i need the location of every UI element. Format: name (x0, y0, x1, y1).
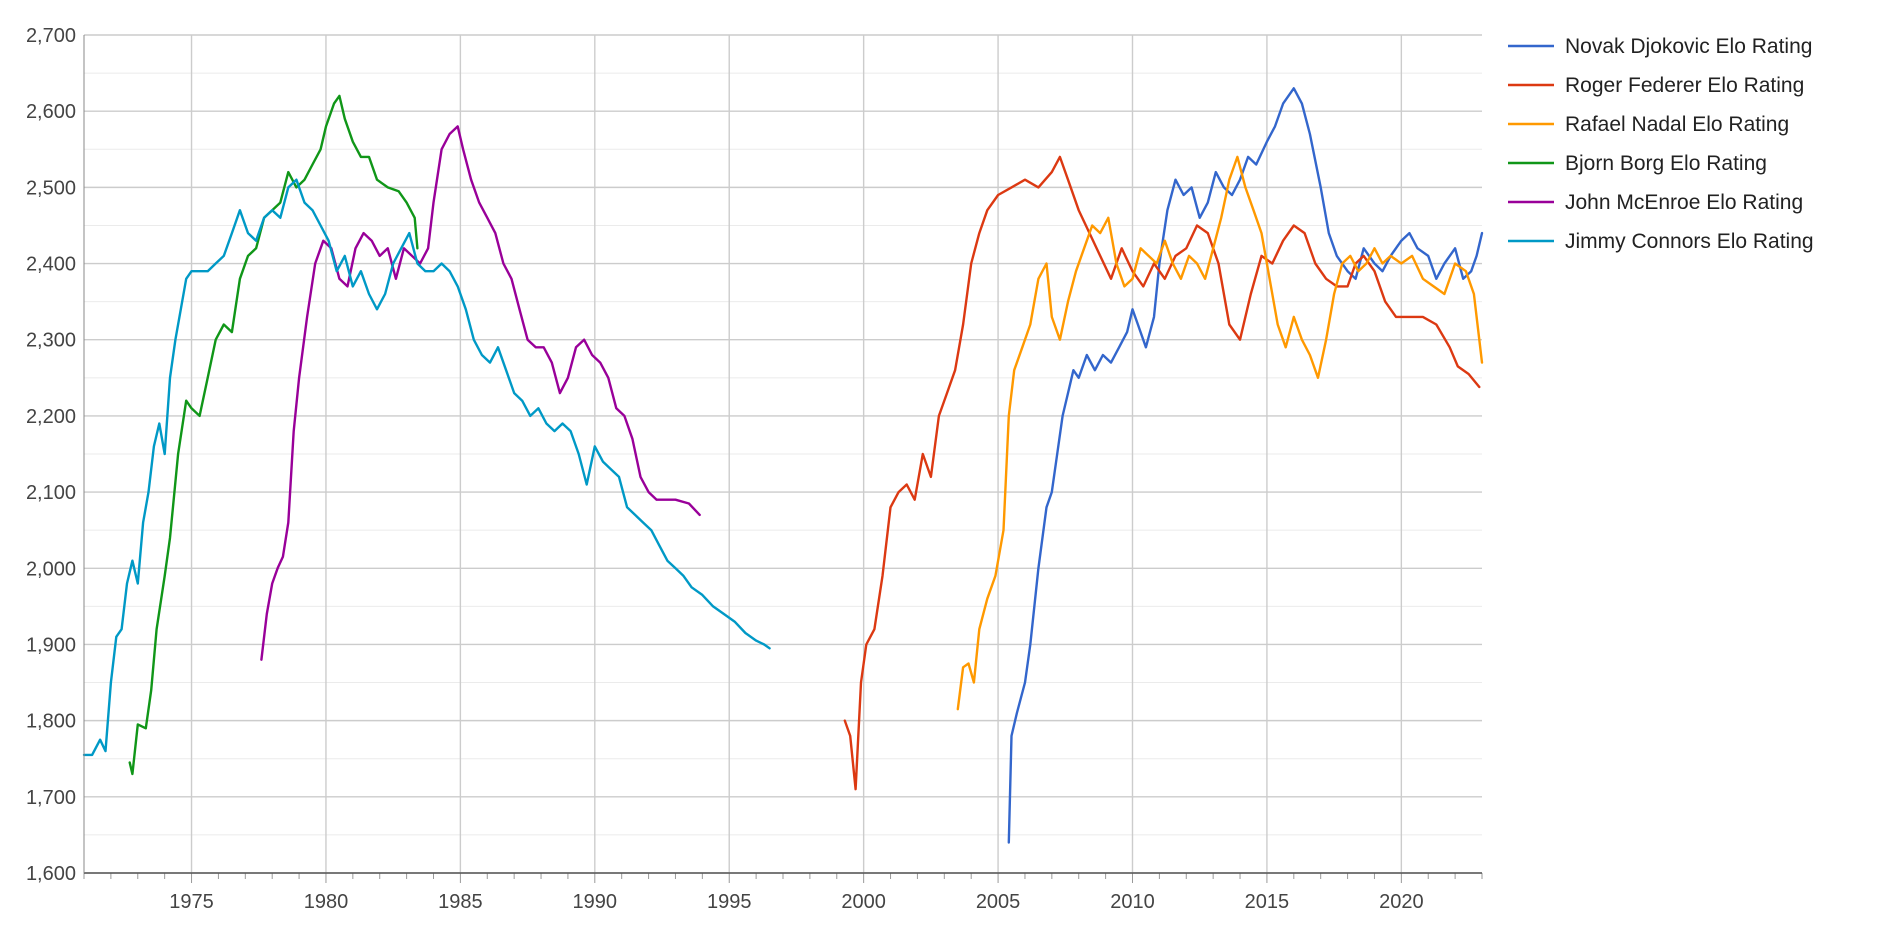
legend-label: Bjorn Borg Elo Rating (1565, 152, 1767, 175)
y-tick-label: 2,000 (26, 558, 76, 580)
legend-label: Roger Federer Elo Rating (1565, 74, 1804, 97)
y-tick-label: 2,600 (26, 101, 76, 123)
y-tick-label: 2,200 (26, 406, 76, 428)
minor-gridlines (84, 72, 1482, 836)
legend-label: John McEnroe Elo Rating (1565, 191, 1803, 214)
y-tick-label: 1,600 (26, 863, 76, 885)
x-tick-label: 2005 (976, 891, 1021, 913)
y-tick-label: 2,400 (26, 254, 76, 276)
y-tick-label: 2,700 (26, 25, 76, 47)
axes (83, 35, 1483, 883)
x-tick-label: 1985 (438, 891, 483, 913)
x-tick-label: 2000 (841, 891, 886, 913)
series-lines (82, 87, 1484, 844)
series-line-4 (128, 94, 419, 776)
series-line-1 (1007, 87, 1484, 844)
legend-label: Jimmy Connors Elo Rating (1565, 230, 1814, 253)
series-line-3 (956, 155, 1484, 711)
x-tick-label: 1975 (169, 891, 214, 913)
legend-label: Novak Djokovic Elo Rating (1565, 35, 1812, 58)
series-line-2 (843, 155, 1481, 791)
y-tick-label: 1,700 (26, 787, 76, 809)
y-tick-label: 1,800 (26, 711, 76, 733)
y-tick-label: 2,300 (26, 330, 76, 352)
x-tick-label: 2010 (1110, 891, 1155, 913)
x-tick-label: 1995 (707, 891, 752, 913)
legend: Novak Djokovic Elo Rating Roger Federer E… (1508, 35, 1814, 253)
x-tick-label: 1980 (304, 891, 349, 913)
series-line-6 (82, 178, 771, 757)
x-tick-label: 2015 (1245, 891, 1290, 913)
x-axis-tick-labels: 1975 1980 1985 1990 1995 2000 2005 2010 2015 2020 (169, 891, 1423, 913)
y-tick-label: 2,500 (26, 177, 76, 199)
y-tick-label: 2,100 (26, 482, 76, 504)
y-axis-tick-labels: 1,600 1,700 1,800 1,900 2,000 2,100 2,200 2,300… (26, 25, 76, 885)
series-line-5 (260, 125, 701, 661)
legend-label: Rafael Nadal Elo Rating (1565, 113, 1789, 136)
y-tick-label: 1,900 (26, 634, 76, 656)
x-tick-label: 1990 (573, 891, 618, 913)
x-tick-label: 2020 (1379, 891, 1424, 913)
